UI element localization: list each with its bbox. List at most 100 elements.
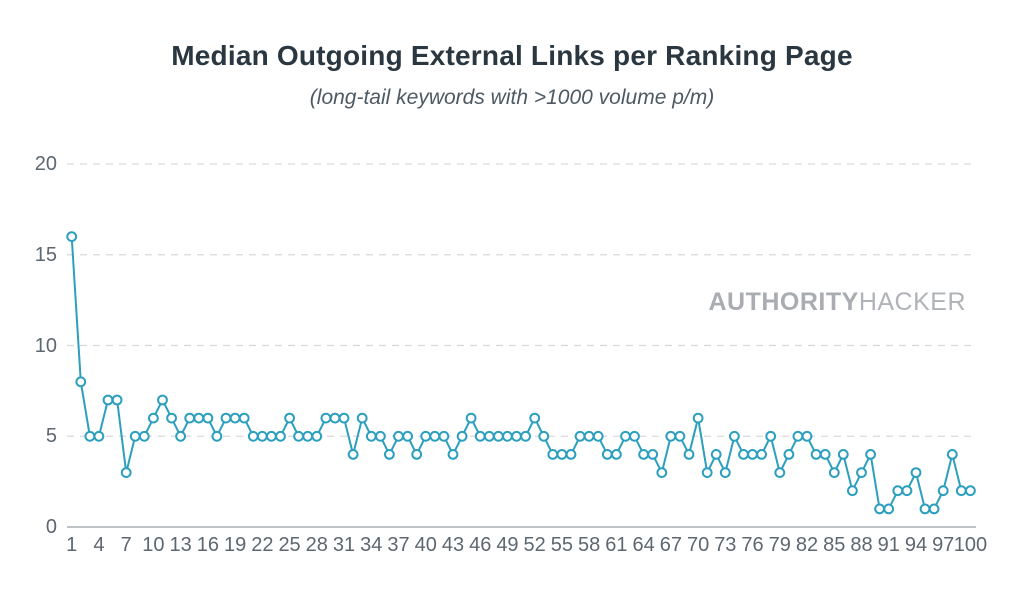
data-point <box>674 430 686 442</box>
data-point <box>756 449 767 460</box>
data-point <box>238 412 250 424</box>
data-point <box>520 430 531 442</box>
data-point <box>583 430 595 442</box>
data-point <box>765 430 777 442</box>
data-point <box>928 503 940 515</box>
x-axis-tick-label: 28 <box>305 534 328 556</box>
data-point <box>592 430 604 442</box>
data-point <box>429 430 441 442</box>
watermark-bold-text: AUTHORITY <box>708 288 859 316</box>
data-point <box>211 430 223 442</box>
data-point <box>420 430 432 442</box>
data-point <box>511 430 522 442</box>
data-point <box>138 430 150 442</box>
data-point <box>856 467 867 479</box>
data-point <box>874 503 885 515</box>
x-axis-tick-label: 43 <box>441 534 465 556</box>
data-point <box>302 430 314 442</box>
data-point <box>647 449 659 460</box>
watermark-logo: AUTHORITYHACKER <box>708 288 966 317</box>
data-point <box>120 467 132 479</box>
data-point <box>393 430 404 442</box>
data-point <box>93 430 105 442</box>
data-point <box>256 430 268 442</box>
data-point <box>438 430 450 442</box>
data-point <box>774 467 786 479</box>
x-axis-tick-label: 49 <box>496 534 519 556</box>
x-axis-tick-label: 85 <box>823 534 846 556</box>
data-point <box>447 449 459 460</box>
data-point <box>656 467 668 479</box>
chart-subtitle: (long-tail keywords with >1000 volume p/… <box>309 86 715 109</box>
x-axis-tick-label: 1 <box>66 534 78 556</box>
data-point <box>701 467 713 479</box>
data-point <box>284 412 296 424</box>
data-point <box>837 449 849 460</box>
x-axis-tick-label: 58 <box>578 534 601 556</box>
data-point <box>157 394 168 406</box>
data-point <box>84 430 96 442</box>
data-point <box>847 485 858 497</box>
data-point <box>792 430 804 442</box>
data-point <box>456 430 468 442</box>
y-axis-tick-label: 5 <box>45 425 57 448</box>
x-axis-tick-label: 34 <box>360 534 383 556</box>
data-point <box>356 412 368 424</box>
data-point <box>175 430 187 442</box>
data-point <box>865 449 876 460</box>
data-point <box>747 449 758 460</box>
x-axis-tick-label: 100 <box>953 534 988 556</box>
data-point <box>738 449 749 460</box>
data-point <box>719 467 731 479</box>
data-point <box>638 449 649 460</box>
y-axis-tick-label: 15 <box>34 243 57 266</box>
x-axis-tick-label: 31 <box>332 534 356 556</box>
data-point <box>901 485 913 497</box>
data-point <box>247 430 259 442</box>
data-point <box>275 430 286 442</box>
y-axis-tick-label: 20 <box>34 153 57 175</box>
data-point <box>365 430 377 442</box>
data-point <box>166 412 178 424</box>
data-point <box>892 485 904 497</box>
x-axis-tick-label: 37 <box>387 534 410 556</box>
data-point <box>629 430 640 442</box>
data-point <box>402 430 414 442</box>
x-axis-tick-label: 40 <box>414 534 437 556</box>
data-point <box>538 430 550 442</box>
data-point <box>129 430 141 442</box>
data-point <box>955 485 967 497</box>
data-point <box>66 231 78 243</box>
data-point <box>965 485 976 497</box>
data-point <box>293 430 305 442</box>
data-point <box>601 449 613 460</box>
data-point <box>220 412 232 424</box>
chart-title: Median Outgoing External Links per Ranki… <box>171 40 853 71</box>
data-point <box>910 467 922 479</box>
data-point <box>148 412 159 424</box>
data-point <box>483 430 495 442</box>
data-point <box>474 430 486 442</box>
x-axis-tick-label: 52 <box>523 534 546 556</box>
data-point <box>266 430 277 442</box>
data-point <box>202 412 214 424</box>
data-point <box>111 394 123 406</box>
x-axis-tick-label: 46 <box>469 534 492 556</box>
data-point <box>411 449 423 460</box>
watermark-light-text: HACKER <box>858 288 966 316</box>
data-point <box>547 449 559 460</box>
x-axis-tick-label: 13 <box>169 534 192 556</box>
data-point <box>729 430 740 442</box>
x-axis-tick-label: 55 <box>550 534 574 556</box>
data-point <box>465 412 477 424</box>
y-axis-tick-label: 10 <box>34 334 57 357</box>
data-point <box>783 449 795 460</box>
data-point <box>683 449 695 460</box>
x-axis-tick-label: 79 <box>768 534 791 556</box>
data-point <box>311 430 323 442</box>
data-point <box>556 449 568 460</box>
x-axis-tick-label: 64 <box>632 534 655 556</box>
x-axis-tick-label: 67 <box>659 534 682 556</box>
